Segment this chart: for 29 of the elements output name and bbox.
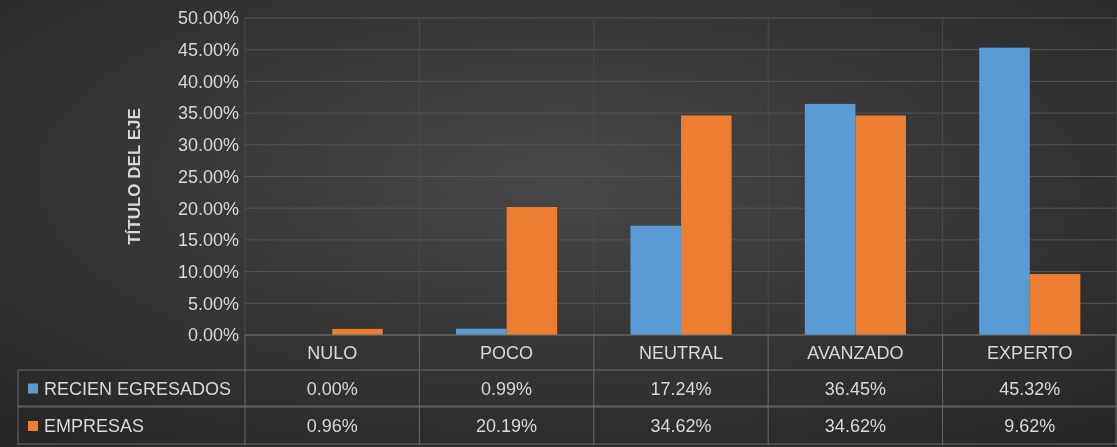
y-tick-label: 45.00% bbox=[177, 40, 239, 60]
y-tick-label: 0.00% bbox=[187, 325, 239, 346]
y-tick-label: 10.00% bbox=[177, 261, 239, 282]
y-tick-label: 5.00% bbox=[187, 293, 239, 314]
y-tick-label: 15.00% bbox=[177, 230, 239, 251]
data-label: 9.62% bbox=[1004, 416, 1056, 437]
data-label: 17.24% bbox=[650, 378, 712, 399]
data-label: 20.19% bbox=[476, 416, 538, 437]
y-tick-label: 25.00% bbox=[177, 166, 239, 187]
x-tick-label: NEUTRAL bbox=[638, 342, 724, 363]
y-axis-title: TÍTULO DEL EJE bbox=[125, 108, 144, 245]
data-label: 36.45% bbox=[824, 378, 886, 399]
data-label: 0.00% bbox=[306, 378, 358, 399]
legend-label: EMPRESAS bbox=[44, 416, 145, 437]
x-tick-label: EXPERTO bbox=[987, 342, 1073, 363]
y-tick-label: 40.00% bbox=[177, 71, 239, 92]
y-tick-label: 20.00% bbox=[177, 198, 239, 219]
y-tick-label: 35.00% bbox=[177, 103, 239, 124]
y-tick-label: 30.00% bbox=[177, 135, 239, 156]
data-label: 34.62% bbox=[824, 416, 886, 437]
data-label: 0.96% bbox=[306, 416, 358, 437]
data-label: 0.99% bbox=[481, 378, 533, 399]
x-tick-label: POCO bbox=[480, 342, 534, 363]
data-label: 45.32% bbox=[999, 378, 1061, 399]
data-label: 34.62% bbox=[650, 416, 712, 437]
y-tick-label: 50.00% bbox=[177, 8, 239, 29]
x-tick-label: NULO bbox=[307, 342, 358, 363]
legend-label: RECIEN EGRESADOS bbox=[44, 378, 232, 399]
x-tick-label: AVANZADO bbox=[807, 342, 904, 363]
